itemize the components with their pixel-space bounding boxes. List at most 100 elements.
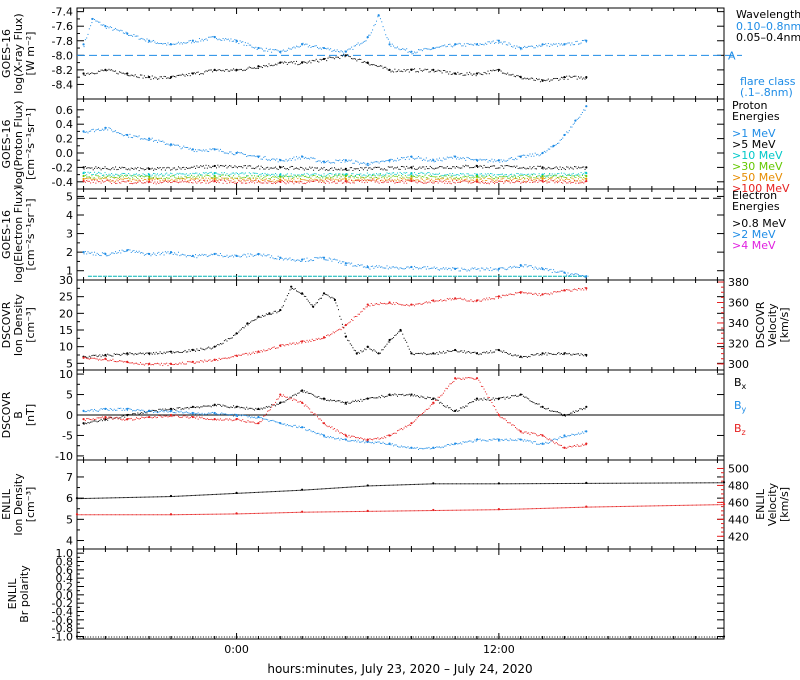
series-mark: [390, 177, 392, 179]
series-mark: [488, 73, 490, 75]
series-mark: [263, 50, 265, 52]
series-mark: [111, 416, 113, 418]
series-mark: [158, 353, 160, 355]
series-mark: [407, 51, 409, 53]
series-mark: [490, 172, 492, 174]
series-mark: [416, 182, 418, 184]
series-mark: [313, 175, 315, 177]
series-mark: [293, 168, 295, 170]
series-mark: [351, 262, 353, 264]
series-mark: [550, 177, 552, 179]
series-mark: [577, 166, 579, 168]
series-mark: [391, 303, 393, 305]
series-mark: [185, 351, 187, 353]
series-mark: [254, 47, 256, 49]
series-mark: [558, 142, 560, 144]
series-mark: [233, 68, 235, 70]
series-mark: [244, 172, 246, 174]
series-mark: [306, 168, 308, 170]
series-mark: [242, 178, 244, 180]
series-mark: [524, 292, 526, 294]
series-mark: [420, 167, 422, 169]
series-mark: [214, 252, 216, 254]
y-tick-label: -5: [62, 429, 73, 442]
series-mark: [436, 173, 438, 175]
series-mark: [504, 268, 506, 270]
series-mark: [239, 166, 241, 168]
series-mark: [475, 269, 477, 271]
series-mark: [111, 252, 113, 254]
series-mark: [334, 298, 336, 300]
series-mark: [204, 180, 206, 182]
series-mark: [313, 173, 315, 175]
series-mark: [517, 175, 519, 177]
series-mark: [445, 175, 447, 177]
series-mark: [104, 180, 106, 182]
series-mark: [176, 179, 178, 181]
series-mark: [141, 168, 143, 170]
series-mark: [358, 173, 360, 175]
series-mark: [292, 259, 294, 261]
series-mark: [555, 77, 557, 79]
series-mark: [229, 255, 231, 257]
series-mark: [497, 174, 499, 176]
series-mark: [355, 45, 357, 47]
series-mark: [386, 169, 388, 171]
series-mark: [303, 61, 305, 63]
series-mark: [397, 178, 399, 180]
series-mark: [507, 176, 509, 178]
series-mark: [550, 353, 552, 355]
series-mark: [360, 179, 362, 181]
series-mark: [551, 146, 553, 148]
series-mark: [344, 169, 346, 171]
series-mark: [112, 358, 114, 360]
series-mark: [324, 161, 326, 163]
series-mark: [383, 302, 385, 304]
series-mark: [197, 181, 199, 183]
series-mark: [277, 347, 279, 349]
series-mark: [372, 173, 374, 175]
series-mark: [365, 164, 367, 166]
series-mark: [196, 257, 198, 259]
series-mark: [221, 172, 223, 174]
series-mark: [562, 77, 564, 79]
series-mark: [406, 69, 408, 71]
series-mark: [478, 299, 480, 301]
series-mark: [150, 41, 152, 43]
series-mark: [116, 361, 118, 363]
series-mark: [146, 167, 148, 169]
series-mark: [503, 177, 505, 179]
series-mark: [284, 179, 286, 181]
series-mark: [263, 168, 265, 170]
series-mark: [410, 51, 412, 53]
series-mark: [109, 127, 111, 129]
series-mark: [159, 181, 161, 183]
series-mark: [478, 175, 480, 177]
series-mark: [553, 353, 555, 355]
series-mark: [96, 20, 98, 22]
series-mark: [400, 180, 402, 182]
series-mark: [512, 294, 514, 296]
series-mark: [337, 262, 339, 264]
series-mark: [118, 360, 120, 362]
series-mark: [155, 178, 157, 180]
series-mark: [271, 51, 273, 53]
series-mark: [539, 165, 541, 167]
series-mark: [314, 60, 316, 62]
series-mark: [104, 252, 106, 254]
series-mark: [482, 176, 484, 178]
series-mark: [276, 174, 278, 176]
series-mark: [480, 178, 482, 180]
series-mark: [458, 351, 460, 353]
series-mark: [318, 174, 320, 176]
series-mark: [539, 268, 541, 270]
series-mark: [373, 173, 375, 175]
series-mark: [226, 182, 228, 184]
series-mark: [402, 333, 404, 335]
series-mark: [352, 347, 354, 349]
series-mark: [264, 178, 266, 180]
series-mark: [225, 69, 227, 71]
series-mark: [176, 254, 178, 256]
series-mark: [96, 179, 98, 181]
series-mark: [121, 180, 123, 182]
